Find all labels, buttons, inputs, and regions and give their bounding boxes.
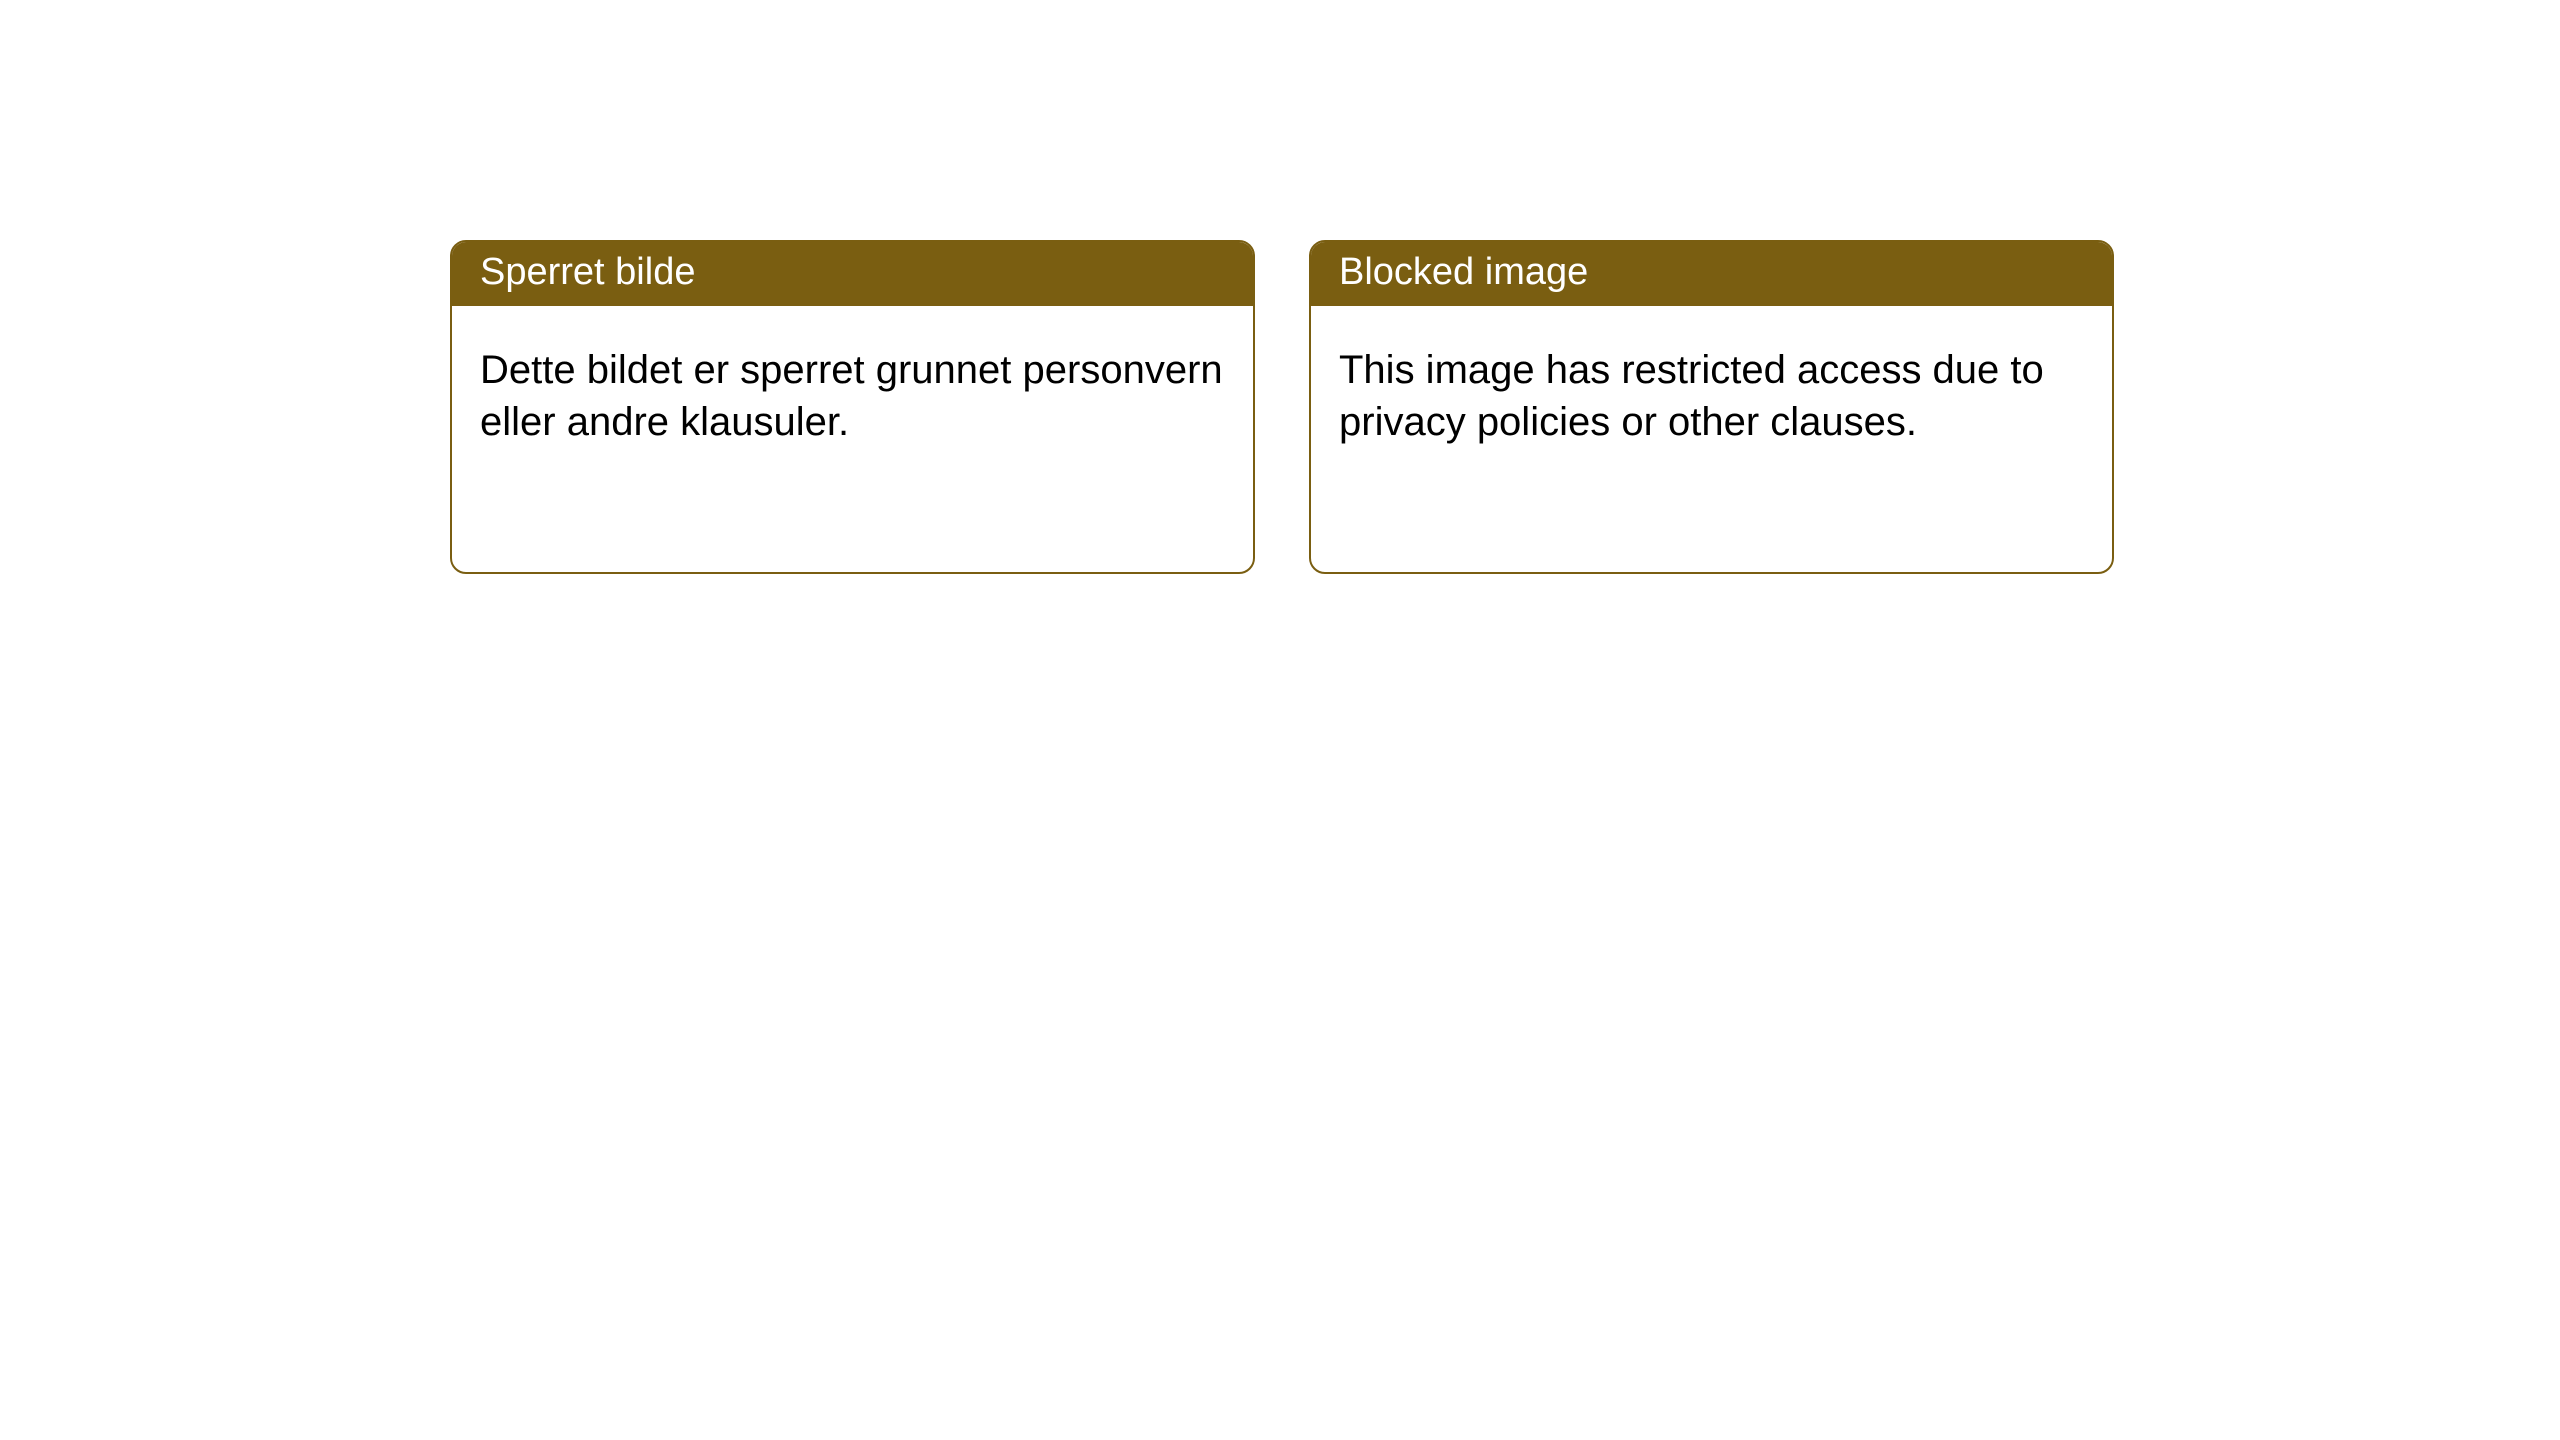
notice-card-norwegian: Sperret bilde Dette bildet er sperret gr… xyxy=(450,240,1255,574)
notice-card-english: Blocked image This image has restricted … xyxy=(1309,240,2114,574)
notice-body: This image has restricted access due to … xyxy=(1311,306,2112,468)
notice-body: Dette bildet er sperret grunnet personve… xyxy=(452,306,1253,468)
notice-header: Blocked image xyxy=(1311,242,2112,306)
notice-container: Sperret bilde Dette bildet er sperret gr… xyxy=(0,0,2560,574)
notice-header: Sperret bilde xyxy=(452,242,1253,306)
